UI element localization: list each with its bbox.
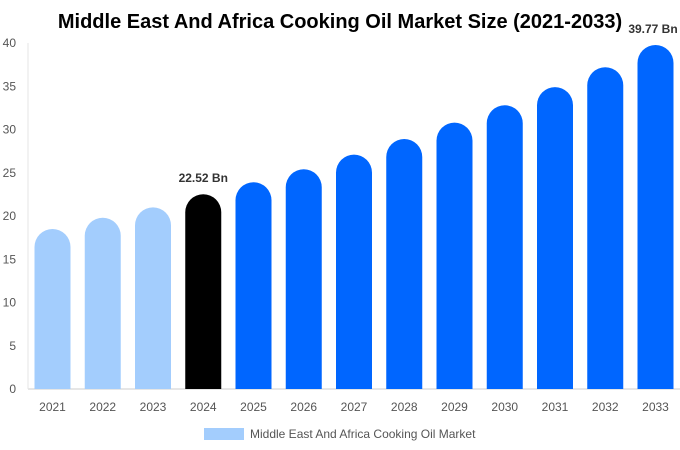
data-label: 39.77 Bn [628, 22, 677, 36]
y-tick-label: 20 [3, 209, 17, 223]
legend-swatch [204, 428, 244, 440]
x-tick-label: 2030 [491, 400, 518, 414]
bar-2029 [436, 122, 473, 389]
y-tick-label: 5 [9, 339, 16, 353]
y-tick-label: 40 [3, 36, 17, 50]
y-tick-label: 35 [3, 79, 17, 93]
bar-2030 [486, 105, 523, 389]
bar-2025 [235, 182, 272, 389]
legend-label: Middle East And Africa Cooking Oil Marke… [250, 427, 476, 441]
x-tick-label: 2031 [542, 400, 569, 414]
y-tick-label: 0 [9, 382, 16, 396]
x-tick-label: 2022 [89, 400, 116, 414]
x-tick-label: 2032 [592, 400, 619, 414]
bar-2022 [84, 217, 121, 389]
bar-2026 [285, 169, 322, 389]
y-tick-label: 10 [3, 296, 17, 310]
y-tick-label: 25 [3, 166, 17, 180]
x-tick-label: 2029 [441, 400, 468, 414]
bar-2031 [537, 87, 573, 390]
bar-2033 [637, 44, 674, 389]
x-tick-label: 2023 [140, 400, 167, 414]
x-tick-label: 2028 [391, 400, 418, 414]
chart-title: Middle East And Africa Cooking Oil Marke… [58, 11, 622, 33]
bar-2023 [135, 207, 171, 389]
x-tick-label: 2024 [190, 400, 217, 414]
x-tick-label: 2025 [240, 400, 267, 414]
bar-2027 [336, 154, 372, 389]
x-tick-label: 2021 [39, 400, 66, 414]
bar-2032 [587, 67, 624, 389]
x-tick-label: 2027 [341, 400, 368, 414]
x-tick-label: 2033 [642, 400, 669, 414]
y-tick-label: 30 [3, 123, 17, 137]
bar-2021 [34, 228, 71, 389]
bar-2024 [185, 194, 222, 389]
bar-2028 [386, 139, 423, 389]
y-tick-label: 15 [3, 252, 17, 266]
x-tick-label: 2026 [290, 400, 317, 414]
data-label: 22.52 Bn [179, 171, 228, 185]
